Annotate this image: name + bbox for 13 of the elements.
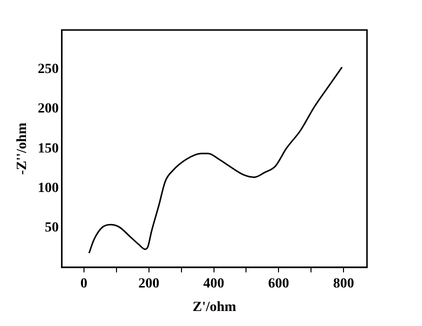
y-tick-label: 50 <box>44 220 59 236</box>
x-tick-label: 600 <box>268 276 290 292</box>
line-series <box>88 66 343 254</box>
y-tick-label: 100 <box>38 180 59 196</box>
x-tick-label: 800 <box>333 276 354 292</box>
y-tick-label: 250 <box>38 62 59 78</box>
x-tick-label: 400 <box>203 276 224 292</box>
x-axis-title: Z'/ohm <box>192 300 237 316</box>
x-tick-label: 200 <box>138 276 160 292</box>
x-tick-label: 0 <box>80 276 88 292</box>
y-tick-label: 150 <box>38 141 59 156</box>
y-tick-label: 200 <box>38 102 59 117</box>
y-axis-title: -Z''/ohm <box>15 122 30 175</box>
